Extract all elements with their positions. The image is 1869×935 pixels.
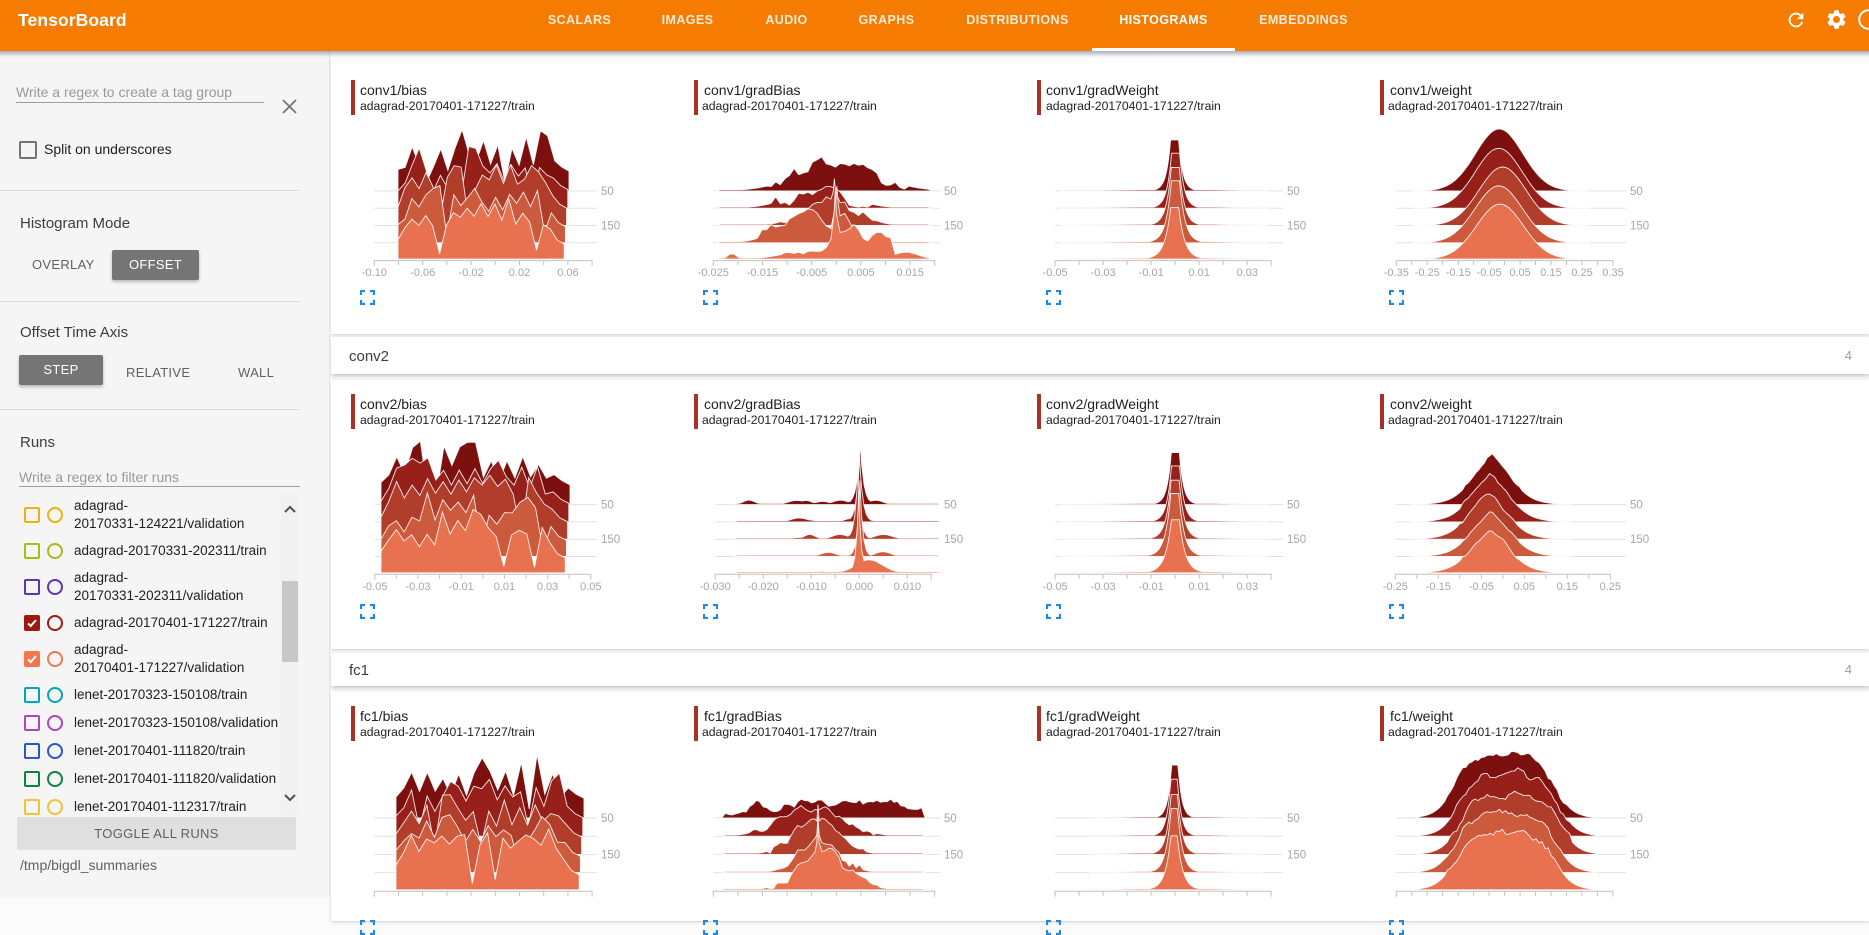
svg-text:-0.05: -0.05: [1477, 267, 1502, 279]
svg-text:150: 150: [1287, 849, 1306, 861]
svg-text:0.05: 0.05: [1509, 267, 1530, 279]
svg-text:50: 50: [1287, 185, 1300, 197]
svg-text:150: 150: [1630, 849, 1649, 861]
svg-text:50: 50: [1630, 813, 1643, 825]
svg-text:0.01: 0.01: [494, 581, 515, 593]
svg-text:-0.03: -0.03: [1091, 267, 1116, 279]
svg-text:0.15: 0.15: [1557, 581, 1578, 593]
svg-text:0.05: 0.05: [1514, 581, 1535, 593]
svg-text:-0.35: -0.35: [1384, 267, 1409, 279]
svg-text:0.010: 0.010: [894, 581, 922, 593]
svg-text:-0.05: -0.05: [1469, 581, 1494, 593]
svg-text:0.35: 0.35: [1602, 267, 1623, 279]
svg-text:50: 50: [1287, 500, 1300, 512]
svg-text:-0.020: -0.020: [748, 581, 779, 593]
svg-text:150: 150: [1630, 534, 1649, 546]
svg-text:-0.03: -0.03: [405, 581, 430, 593]
svg-text:0.005: 0.005: [847, 267, 875, 279]
svg-text:0.03: 0.03: [537, 581, 558, 593]
svg-text:-0.01: -0.01: [449, 581, 474, 593]
svg-text:-0.05: -0.05: [1043, 581, 1068, 593]
svg-text:-0.25: -0.25: [1415, 267, 1440, 279]
svg-text:0.15: 0.15: [1540, 267, 1561, 279]
svg-text:150: 150: [601, 220, 620, 232]
svg-text:0.03: 0.03: [1237, 267, 1258, 279]
svg-text:-0.030: -0.030: [700, 581, 731, 593]
svg-text:50: 50: [1630, 500, 1643, 512]
svg-text:-0.06: -0.06: [410, 267, 435, 279]
svg-text:150: 150: [601, 534, 620, 546]
svg-text:0.25: 0.25: [1571, 267, 1592, 279]
svg-text:-0.25: -0.25: [1383, 581, 1408, 593]
svg-text:50: 50: [944, 813, 957, 825]
svg-text:50: 50: [944, 500, 957, 512]
svg-text:-0.10: -0.10: [362, 267, 387, 279]
svg-text:-0.05: -0.05: [362, 581, 387, 593]
svg-text:0.01: 0.01: [1188, 267, 1209, 279]
svg-text:-0.03: -0.03: [1091, 581, 1116, 593]
svg-text:150: 150: [944, 534, 963, 546]
svg-text:-0.005: -0.005: [796, 267, 827, 279]
svg-text:150: 150: [1287, 534, 1306, 546]
svg-text:50: 50: [601, 500, 614, 512]
svg-text:50: 50: [944, 185, 957, 197]
svg-text:0.000: 0.000: [846, 581, 874, 593]
svg-text:-0.01: -0.01: [1139, 581, 1164, 593]
svg-text:150: 150: [944, 220, 963, 232]
svg-text:-0.15: -0.15: [1446, 267, 1471, 279]
svg-text:0.01: 0.01: [1188, 581, 1209, 593]
svg-text:-0.05: -0.05: [1043, 267, 1068, 279]
svg-text:-0.010: -0.010: [796, 581, 827, 593]
svg-text:0.25: 0.25: [1600, 581, 1621, 593]
svg-text:0.05: 0.05: [580, 581, 601, 593]
svg-text:-0.01: -0.01: [1139, 267, 1164, 279]
svg-text:-0.025: -0.025: [698, 267, 729, 279]
svg-text:50: 50: [601, 813, 614, 825]
svg-text:-0.015: -0.015: [747, 267, 778, 279]
svg-text:150: 150: [601, 849, 620, 861]
svg-text:50: 50: [1630, 185, 1643, 197]
svg-text:50: 50: [1287, 813, 1300, 825]
svg-text:0.03: 0.03: [1237, 581, 1258, 593]
svg-text:50: 50: [601, 185, 614, 197]
svg-text:0.06: 0.06: [557, 267, 578, 279]
svg-text:150: 150: [944, 849, 963, 861]
svg-text:0.015: 0.015: [896, 267, 924, 279]
svg-text:-0.15: -0.15: [1426, 581, 1451, 593]
svg-text:-0.02: -0.02: [459, 267, 484, 279]
svg-text:0.02: 0.02: [509, 267, 530, 279]
svg-text:150: 150: [1630, 220, 1649, 232]
svg-text:150: 150: [1287, 220, 1306, 232]
